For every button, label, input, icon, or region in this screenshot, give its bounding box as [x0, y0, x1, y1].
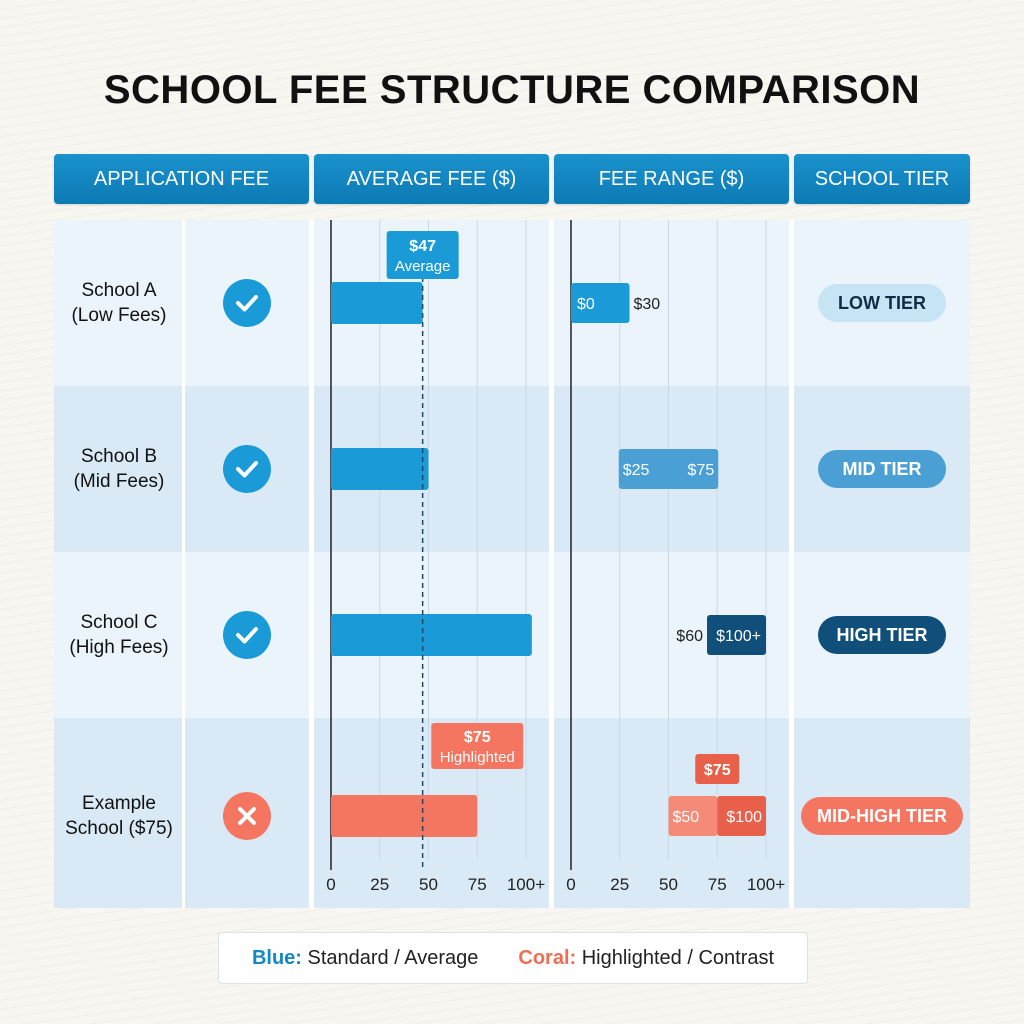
tier-badge: HIGH TIER — [818, 616, 946, 654]
legend-blue-key: Blue: — [251, 946, 302, 969]
row-band — [54, 220, 970, 386]
school-label: School B (Mid Fees) — [54, 444, 184, 494]
school-name: School C — [80, 612, 158, 633]
header-school-tier: SCHOOL TIER — [794, 154, 970, 204]
range-high-label: $75 — [688, 462, 715, 479]
x-tick-label: 0 — [566, 875, 575, 894]
header-application-fee: APPLICATION FEE — [54, 154, 309, 204]
school-label: Example School ($75) — [54, 791, 184, 841]
fee-range-chart: 0 25 50 75 100+ $0 $30 $25 $75 $60 $100+ $50 $100 $75 — [566, 220, 785, 894]
x-tick-label: 0 — [326, 875, 335, 894]
school-label: School C (High Fees) — [54, 610, 184, 660]
average-callout-text: Average — [395, 258, 451, 275]
school-subtitle: School ($75) — [65, 818, 173, 839]
tier-badge: LOW TIER — [818, 284, 946, 322]
fee-range-bar — [618, 449, 719, 489]
x-tick-label: 50 — [419, 875, 438, 894]
range-high-label: $30 — [634, 296, 661, 313]
x-tick-label: 75 — [468, 875, 487, 894]
average-fee-chart: 0 25 50 75 100+ $47 Average $75 Highlighted — [326, 220, 545, 894]
x-tick-label: 25 — [610, 875, 629, 894]
legend-coral-text: Highlighted / Contrast — [581, 946, 775, 969]
school-subtitle: (Mid Fees) — [73, 471, 165, 492]
fee-bar — [331, 448, 429, 490]
range-low-label: $60 — [676, 628, 703, 645]
fee-bar — [331, 795, 478, 837]
check-icon — [223, 279, 271, 327]
legend: Blue: Standard / Average Coral: Highligh… — [218, 932, 808, 984]
highlight-callout-text: Highlighted — [440, 749, 515, 766]
highlight-callout-box — [431, 723, 524, 769]
x-tick-label: 50 — [659, 875, 678, 894]
range-high-label: $100 — [726, 809, 762, 826]
check-icon — [223, 611, 271, 659]
school-name: Example — [82, 793, 156, 814]
tier-badge: MID TIER — [818, 450, 946, 488]
fee-bar — [331, 614, 532, 656]
legend-blue-text: Standard / Average — [307, 946, 479, 969]
cross-icon — [223, 792, 271, 840]
fee-range-bar — [571, 283, 630, 323]
column-separator — [549, 220, 554, 908]
row-band — [54, 386, 970, 552]
fee-bar — [331, 282, 423, 324]
legend-coral-key: Coral: — [518, 946, 577, 969]
column-separator — [789, 220, 794, 908]
range-high-label: $100+ — [716, 628, 761, 645]
school-name: School A — [81, 280, 157, 301]
fee-range-bar-upper — [717, 796, 766, 836]
column-separator — [182, 220, 185, 908]
highlight-callout-value: $75 — [464, 729, 491, 746]
fee-range-bar — [707, 615, 766, 655]
school-subtitle: (Low Fees) — [71, 305, 167, 326]
x-tick-label: 100+ — [747, 875, 785, 894]
range-low-label: $25 — [623, 462, 650, 479]
range-low-label: $0 — [577, 296, 595, 313]
school-label: School A (Low Fees) — [54, 278, 184, 328]
average-callout-box — [386, 231, 459, 279]
tier-badge: MID-HIGH TIER — [801, 797, 963, 835]
marker-callout-box — [695, 754, 740, 784]
header-fee-range: FEE RANGE ($) — [554, 154, 789, 204]
check-icon — [223, 445, 271, 493]
fee-range-bar — [668, 796, 718, 836]
average-callout-value: $47 — [409, 238, 436, 255]
marker-callout-value: $75 — [704, 762, 731, 779]
school-name: School B — [80, 446, 158, 467]
column-separator — [309, 220, 314, 908]
range-low-label: $50 — [673, 809, 700, 826]
legend-blue: Blue: Standard / Average — [252, 947, 478, 970]
school-subtitle: (High Fees) — [69, 637, 169, 658]
x-tick-label: 100+ — [507, 875, 545, 894]
x-tick-label: 25 — [370, 875, 389, 894]
legend-coral: Coral: Highlighted / Contrast — [518, 947, 774, 970]
x-tick-label: 75 — [708, 875, 727, 894]
chart-title: SCHOOL FEE STRUCTURE COMPARISON — [103, 68, 921, 112]
header-average-fee: AVERAGE FEE ($) — [314, 154, 549, 204]
